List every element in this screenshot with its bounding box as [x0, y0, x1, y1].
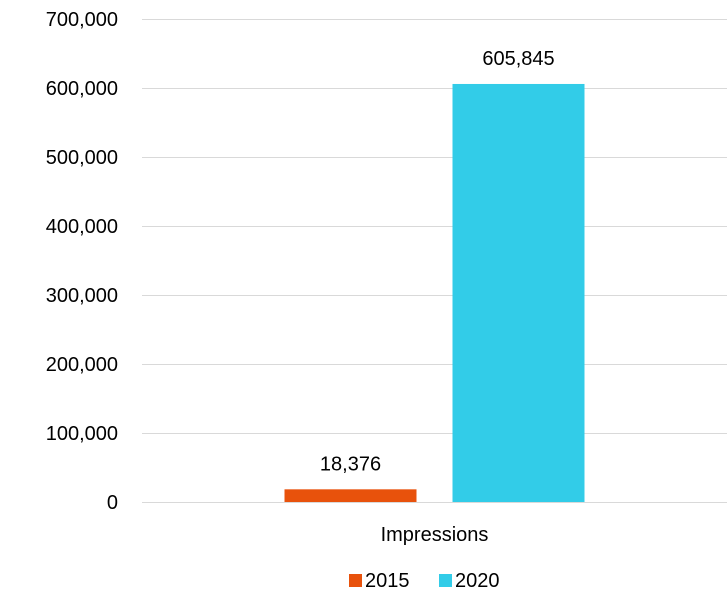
x-category-label: Impressions: [381, 524, 489, 546]
legend-swatch-2015: [349, 574, 362, 587]
y-tick-label: 100,000: [46, 423, 118, 445]
gridlines: [142, 19, 727, 503]
y-tick-label: 0: [107, 492, 118, 514]
legend-label-2015: 2015: [365, 570, 410, 592]
bar-2015: [284, 489, 417, 502]
y-axis-tick-labels: 0 100,000 200,000 300,000 400,000 500,000 600,…: [46, 9, 118, 514]
legend-swatch-2020: [439, 574, 452, 587]
y-tick-label: 400,000: [46, 216, 118, 238]
bars: [284, 83, 585, 502]
bar-2020: [452, 83, 585, 502]
data-label-2015: 18,376: [320, 453, 381, 475]
x-axis-category-labels: Impressions: [381, 524, 489, 546]
legend-label-2020: 2020: [455, 570, 500, 592]
y-tick-label: 500,000: [46, 147, 118, 169]
y-tick-label: 200,000: [46, 354, 118, 376]
y-tick-label: 700,000: [46, 9, 118, 31]
y-tick-label: 300,000: [46, 285, 118, 307]
data-labels: 18,376 605,845: [320, 48, 555, 475]
data-label-2020: 605,845: [482, 48, 554, 70]
legend: 2015 2020: [349, 570, 500, 592]
y-tick-label: 600,000: [46, 78, 118, 100]
